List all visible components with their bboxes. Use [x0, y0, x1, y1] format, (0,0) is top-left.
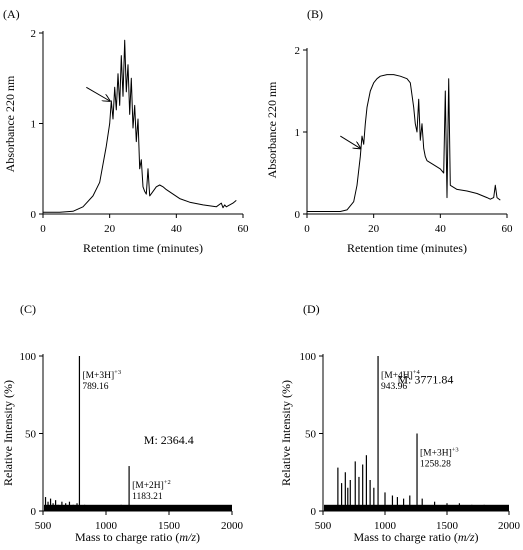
peak-mz-label: 943.96 — [381, 382, 407, 392]
y-tick-label: 100 — [20, 351, 37, 363]
x-axis-label-suffix: ) — [475, 530, 479, 544]
peak-arrow — [86, 86, 109, 101]
panel-label: (A) — [3, 7, 20, 21]
x-tick-label: 1500 — [158, 520, 181, 532]
x-tick-label: 60 — [502, 223, 514, 235]
x-axis-label-unit: m/z — [179, 530, 196, 544]
x-axis-label: Retention time (minutes) — [347, 241, 467, 255]
chart-panel-a: (A) 0 20 40 60 0 1 2 Absorbance 220 nm Retention … — [3, 7, 249, 255]
y-tick-label: 50 — [25, 429, 37, 441]
x-tick-label: 40 — [171, 223, 183, 235]
molecular-mass-label: M: 2364.4 — [144, 433, 194, 447]
ion-label: [M+4H]+4 — [381, 369, 420, 381]
y-axis-label: Relative Intensity (%) — [279, 380, 293, 486]
y-tick-label: 0 — [311, 506, 317, 518]
ion-label-name: [M+2H] — [132, 481, 164, 491]
y-tick-label: 100 — [300, 351, 317, 363]
y-tick-label: 1 — [295, 127, 301, 139]
x-tick-label: 20 — [368, 223, 380, 235]
x-axis-label: Retention time (minutes) — [83, 241, 203, 255]
x-axis-label: Mass to charge ratio (m/z) — [75, 530, 200, 544]
ion-label-name: [M+3H] — [82, 371, 114, 381]
x-tick-label: 2000 — [498, 520, 521, 532]
ion-label-charge: +2 — [164, 479, 171, 486]
ion-label: [M+2H]+2 — [132, 479, 171, 491]
x-axis-label-prefix: Mass to charge ratio ( — [75, 530, 179, 544]
y-tick-label: 0 — [31, 506, 37, 518]
y-tick-label: 0 — [31, 209, 37, 221]
peak-mz-label: 789.16 — [82, 382, 108, 392]
x-axis-label-prefix: Mass to charge ratio ( — [353, 530, 457, 544]
ion-label-charge: +3 — [114, 369, 121, 376]
panel-label: (C) — [20, 302, 36, 316]
peak-mz-label: 1258.28 — [420, 460, 451, 470]
x-axis-label-suffix: ) — [196, 530, 200, 544]
y-tick-label: 2 — [295, 45, 301, 57]
x-tick-label: 60 — [238, 223, 250, 235]
x-tick-label: 500 — [315, 520, 332, 532]
ion-label-name: [M+4H] — [381, 371, 413, 381]
x-axis-label: Mass to charge ratio (m/z) — [353, 530, 478, 544]
y-tick-label: 0 — [295, 209, 301, 221]
ion-label-name: [M+3H] — [420, 449, 452, 459]
chart-panel-d: (D) 500 1000 1500 2000 0 50 100 Relative Intensi… — [279, 302, 521, 544]
x-tick-label: 0 — [40, 223, 46, 235]
y-tick-label: 50 — [305, 429, 317, 441]
x-tick-label: 40 — [435, 223, 447, 235]
peak-arrow — [340, 135, 360, 148]
chart-panel-b: (B) 0 20 40 60 0 1 2 Absorbance 220 nm Retention … — [265, 7, 513, 255]
y-tick-label: 1 — [31, 119, 37, 131]
x-tick-label: 1500 — [436, 520, 459, 532]
chromatogram-trace — [43, 39, 237, 213]
ion-label: [M+3H]+3 — [420, 447, 459, 459]
x-tick-label: 2000 — [221, 520, 244, 532]
y-axis-label: Relative Intensity (%) — [1, 380, 15, 486]
x-tick-label: 0 — [304, 223, 310, 235]
x-tick-label: 1000 — [95, 520, 118, 532]
panel-label: (B) — [307, 7, 323, 21]
ion-label-charge: +4 — [413, 369, 421, 376]
molecular-mass-label: M: 3771.84 — [397, 372, 453, 386]
x-axis-label-unit: m/z — [458, 530, 475, 544]
panel-label: (D) — [303, 302, 320, 316]
x-tick-label: 20 — [104, 223, 116, 235]
y-axis-label: Absorbance 220 nm — [3, 75, 17, 172]
chromatogram-trace — [307, 74, 501, 212]
ion-label-charge: +3 — [452, 447, 459, 454]
x-tick-label: 500 — [35, 520, 52, 532]
y-axis-label: Absorbance 220 nm — [265, 81, 279, 178]
peak-mz-label: 1183.21 — [132, 492, 163, 502]
x-tick-label: 1000 — [374, 520, 397, 532]
ion-label: [M+3H]+3 — [82, 369, 121, 381]
y-tick-label: 2 — [31, 28, 37, 40]
chart-panel-c: (C) 500 1000 1500 2000 0 50 100 Relative Intensi… — [1, 302, 244, 544]
